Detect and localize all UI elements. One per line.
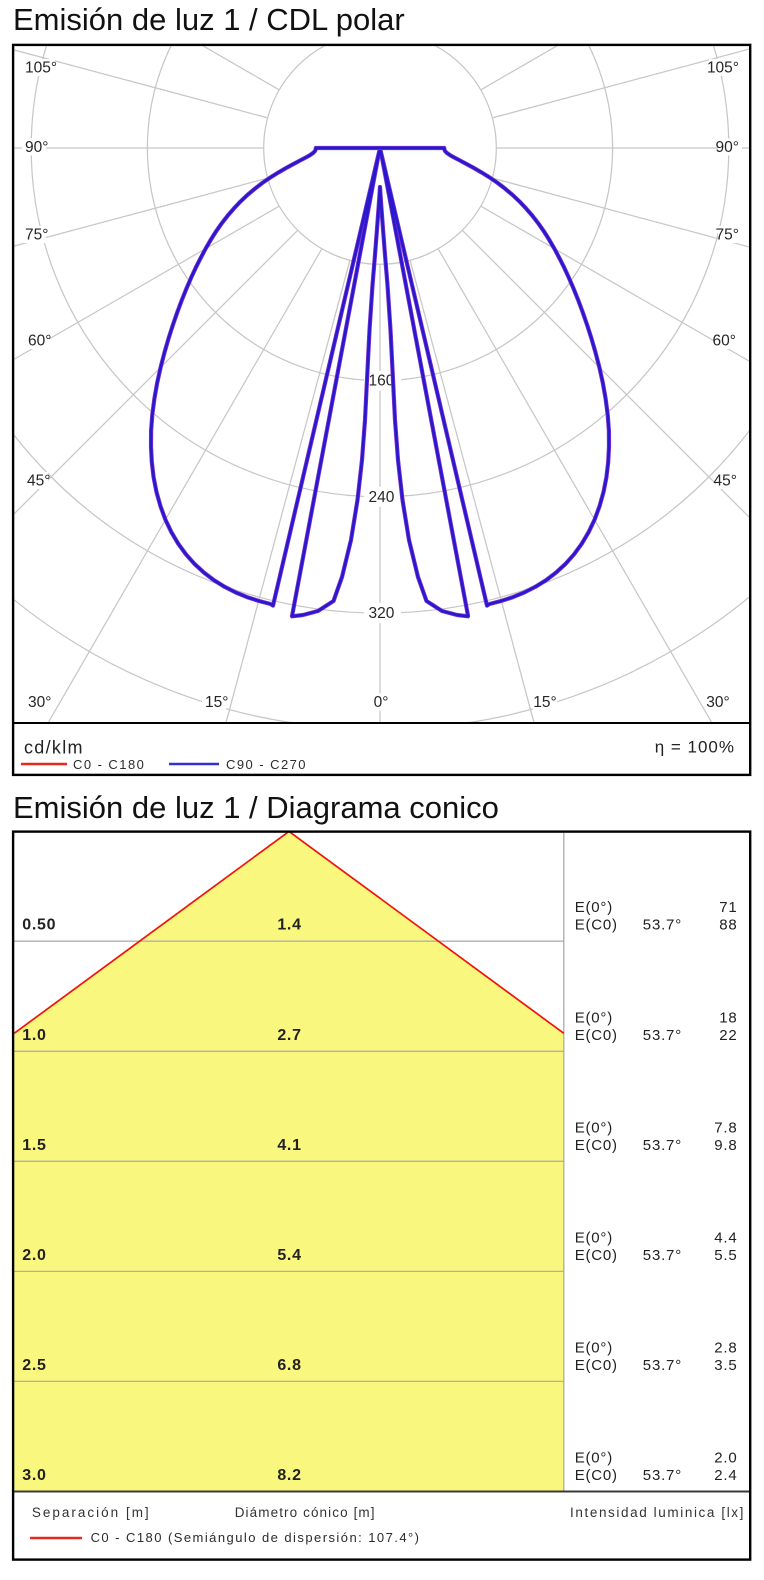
- svg-text:cd/klm: cd/klm: [24, 738, 84, 758]
- svg-text:3.0: 3.0: [22, 1467, 46, 1484]
- svg-text:71: 71: [719, 899, 737, 916]
- svg-text:7.8: 7.8: [714, 1119, 737, 1136]
- svg-text:18: 18: [719, 1009, 737, 1026]
- svg-text:22: 22: [719, 1027, 737, 1044]
- svg-text:45°: 45°: [27, 473, 50, 490]
- svg-text:0.50: 0.50: [22, 917, 56, 934]
- svg-text:C0 - C180: C0 - C180: [73, 757, 145, 772]
- svg-text:E(C0): E(C0): [575, 917, 618, 934]
- svg-text:4.1: 4.1: [277, 1137, 301, 1154]
- svg-text:2.0: 2.0: [22, 1247, 46, 1264]
- svg-text:E(C0): E(C0): [575, 1247, 618, 1264]
- svg-text:88: 88: [719, 917, 737, 934]
- svg-text:Intensidad luminica [lx]: Intensidad luminica [lx]: [570, 1505, 745, 1520]
- svg-text:53.7°: 53.7°: [643, 1137, 682, 1154]
- svg-text:E(0°): E(0°): [575, 1450, 613, 1467]
- svg-text:4.4: 4.4: [714, 1229, 737, 1246]
- svg-text:30°: 30°: [28, 694, 51, 711]
- svg-text:E(0°): E(0°): [575, 1339, 613, 1356]
- svg-text:60°: 60°: [28, 333, 51, 350]
- svg-text:E(0°): E(0°): [575, 899, 613, 916]
- svg-text:2.0: 2.0: [714, 1450, 737, 1467]
- svg-text:E(C0): E(C0): [575, 1467, 618, 1484]
- svg-text:5.5: 5.5: [714, 1247, 737, 1264]
- svg-text:9.8: 9.8: [714, 1137, 737, 1154]
- svg-text:3.5: 3.5: [714, 1357, 737, 1374]
- svg-text:320: 320: [368, 605, 394, 622]
- svg-text:105°: 105°: [25, 60, 57, 77]
- svg-text:160: 160: [368, 373, 394, 390]
- svg-text:75°: 75°: [716, 227, 739, 244]
- svg-text:1.5: 1.5: [22, 1137, 46, 1154]
- svg-text:60°: 60°: [713, 333, 736, 350]
- svg-text:Separación [m]: Separación [m]: [32, 1505, 151, 1520]
- svg-text:5.4: 5.4: [277, 1247, 301, 1264]
- svg-text:E(0°): E(0°): [575, 1119, 613, 1136]
- svg-text:E(0°): E(0°): [575, 1009, 613, 1026]
- svg-text:90°: 90°: [25, 139, 48, 156]
- svg-text:Emisión de luz 1 / Diagrama co: Emisión de luz 1 / Diagrama conico: [13, 790, 499, 825]
- svg-text:1.0: 1.0: [22, 1027, 46, 1044]
- svg-text:45°: 45°: [714, 473, 737, 490]
- svg-text:53.7°: 53.7°: [643, 1027, 682, 1044]
- svg-text:Emisión de luz 1 / CDL polar: Emisión de luz 1 / CDL polar: [13, 2, 405, 37]
- svg-text:E(C0): E(C0): [575, 1137, 618, 1154]
- svg-text:2.4: 2.4: [714, 1467, 737, 1484]
- svg-text:30°: 30°: [706, 694, 729, 711]
- svg-text:2.5: 2.5: [22, 1357, 46, 1374]
- svg-text:E(0°): E(0°): [575, 1229, 613, 1246]
- svg-text:53.7°: 53.7°: [643, 1247, 682, 1264]
- svg-text:2.8: 2.8: [714, 1339, 737, 1356]
- svg-text:Diámetro cónico [m]: Diámetro cónico [m]: [235, 1505, 376, 1520]
- svg-text:0°: 0°: [374, 694, 389, 711]
- svg-text:E(C0): E(C0): [575, 1357, 618, 1374]
- svg-text:53.7°: 53.7°: [643, 1357, 682, 1374]
- svg-text:1.4: 1.4: [277, 917, 301, 934]
- svg-text:15°: 15°: [533, 694, 556, 711]
- svg-text:C90 - C270: C90 - C270: [226, 757, 307, 772]
- svg-text:240: 240: [368, 489, 394, 506]
- svg-text:53.7°: 53.7°: [643, 917, 682, 934]
- svg-text:6.8: 6.8: [277, 1357, 301, 1374]
- svg-text:15°: 15°: [205, 694, 228, 711]
- svg-text:2.7: 2.7: [277, 1027, 301, 1044]
- svg-text:8.2: 8.2: [277, 1467, 301, 1484]
- svg-text:105°: 105°: [707, 60, 739, 77]
- svg-text:75°: 75°: [25, 227, 48, 244]
- svg-text:90°: 90°: [716, 139, 739, 156]
- svg-text:C0 - C180 (Semiángulo de dispe: C0 - C180 (Semiángulo de dispersión: 107…: [91, 1530, 421, 1545]
- svg-text:53.7°: 53.7°: [643, 1467, 682, 1484]
- svg-text:η = 100%: η = 100%: [655, 738, 735, 757]
- svg-text:E(C0): E(C0): [575, 1027, 618, 1044]
